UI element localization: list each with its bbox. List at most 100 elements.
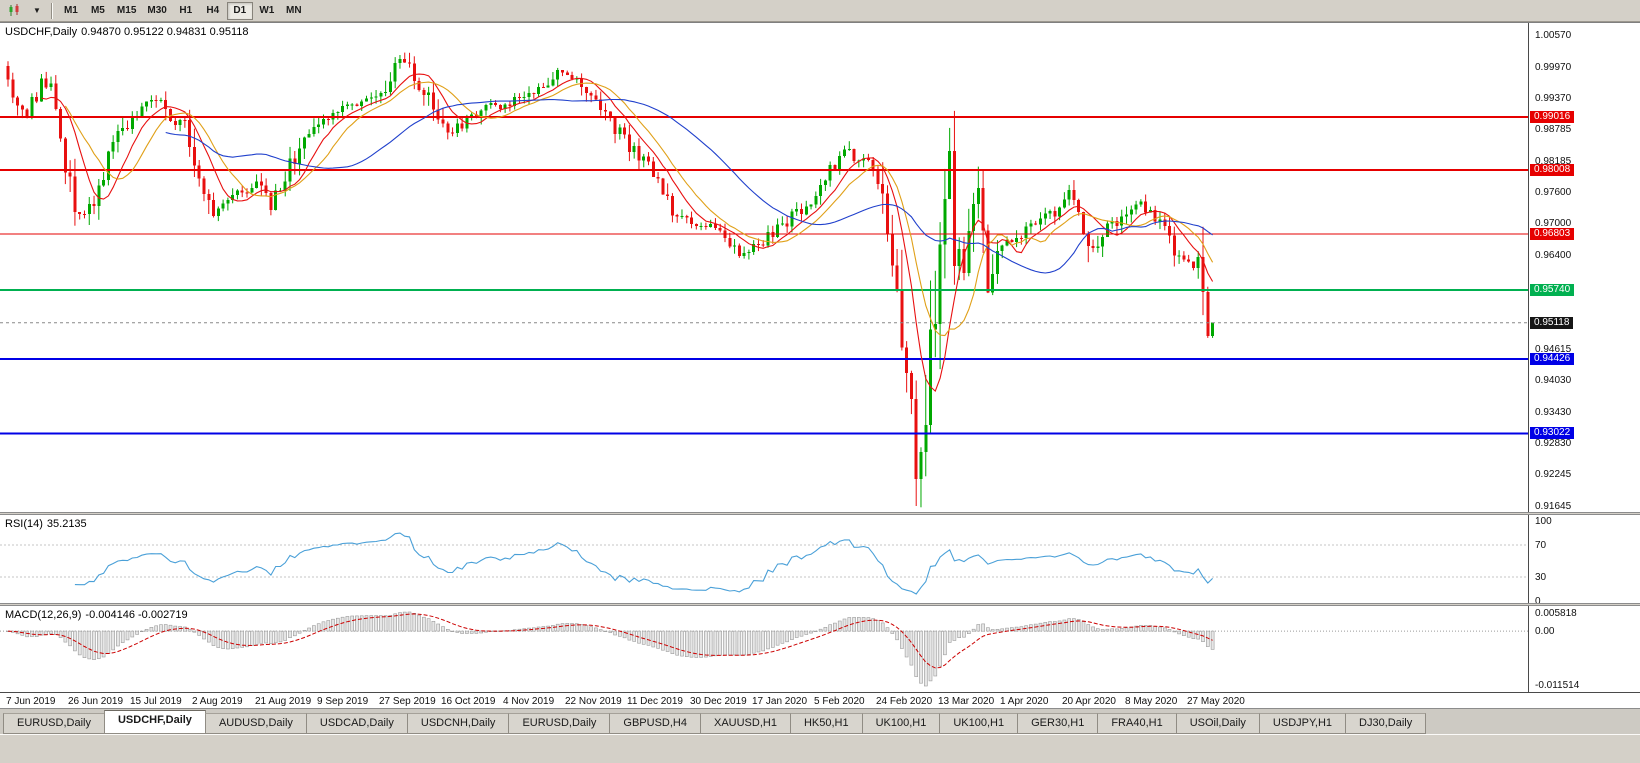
chart-tab-hk50-h1[interactable]: HK50,H1 [789, 713, 863, 734]
date-axis-label: 5 Feb 2020 [814, 696, 865, 707]
chart-tab-uk100-h1[interactable]: UK100,H1 [939, 713, 1019, 734]
chart-tab-usdcnh-daily[interactable]: USDCNH,Daily [406, 713, 510, 734]
axis-tick-label: 0 [1535, 596, 1541, 607]
price-level-tag: 0.98008 [1530, 164, 1575, 176]
axis-tick-label: 0.92830 [1535, 438, 1572, 449]
rsi-pane[interactable]: RSI(14) 35.2135 [0, 515, 1528, 603]
macd-header: MACD(12,26,9) -0.004146 -0.002719 [5, 609, 192, 621]
axis-tick-label: 0.91645 [1535, 501, 1572, 512]
price-level-tag: 0.95740 [1530, 284, 1575, 296]
chart-type-button[interactable] [3, 2, 27, 20]
price-axis[interactable]: 1.00570 0.99970 0.99370 0.98785 0.98185 0.976… [1528, 23, 1640, 692]
timeframe-button-m5[interactable]: M5 [85, 2, 111, 20]
axis-tick-label: 30 [1535, 572, 1547, 583]
price-level-tag: 0.96803 [1530, 228, 1575, 240]
date-axis-label: 1 Apr 2020 [1000, 696, 1049, 707]
date-axis-label: 17 Jan 2020 [752, 696, 808, 707]
chart-tab-gbpusd-h4[interactable]: GBPUSD,H4 [609, 713, 701, 734]
rsi-header: RSI(14) 35.2135 [5, 518, 91, 530]
axis-tick-label: 0.00 [1535, 626, 1555, 637]
chart-tab-ger30-h1[interactable]: GER30,H1 [1017, 713, 1099, 734]
timeframe-button-h1[interactable]: H1 [173, 2, 199, 20]
date-axis-label: 20 Apr 2020 [1062, 696, 1116, 707]
timeframe-button-m30[interactable]: M30 [142, 2, 171, 20]
axis-tick-label: 0.98185 [1535, 156, 1572, 167]
chart-header: USDCHF,Daily 0.94870 0.95122 0.94831 0.95… [5, 26, 253, 38]
status-bar [0, 734, 1640, 763]
date-axis[interactable]: 7 Jun 2019 26 Jun 2019 15 Jul 2019 2 Aug 20… [0, 692, 1640, 709]
macd-canvas[interactable] [0, 606, 1528, 692]
timeframe-button-mn[interactable]: MN [281, 2, 307, 20]
rsi-canvas[interactable] [0, 515, 1528, 603]
date-axis-label: 9 Sep 2019 [317, 696, 369, 707]
current-price-tag: 0.95118 [1530, 317, 1574, 329]
axis-tick-label: 0.98785 [1535, 124, 1572, 135]
date-axis-label: 7 Jun 2019 [6, 696, 56, 707]
timeframe-button-m15[interactable]: M15 [112, 2, 141, 20]
chart-tab-usdjpy-h1[interactable]: USDJPY,H1 [1258, 713, 1347, 734]
axis-tick-label: 0.97600 [1535, 187, 1572, 198]
chart-window: USDCHF,Daily 0.94870 0.95122 0.94831 0.95… [0, 22, 1640, 709]
axis-tick-label: 0.96400 [1535, 250, 1572, 261]
rsi-value: 35.2135 [46, 518, 87, 530]
timeframe-buttons: M1 M5 M15 M30 H1 H4 D1 W1 MN [58, 1, 307, 20]
axis-tick-label: 0.97000 [1535, 218, 1572, 229]
axis-tick-label: 1.00570 [1535, 30, 1572, 41]
pane-splitter[interactable] [0, 603, 1640, 606]
chart-tab-eurusd-daily[interactable]: EURUSD,Daily [508, 713, 611, 734]
price-level-tag: 0.93022 [1530, 427, 1575, 439]
chart-tab-usdchf-daily[interactable]: USDCHF,Daily [103, 710, 206, 734]
timeframe-button-d1[interactable]: D1 [226, 1, 253, 20]
chart-tab-xauusd-h1[interactable]: XAUUSD,H1 [699, 713, 791, 734]
candlestick-chart-icon [9, 4, 19, 16]
chart-tab-dj30-daily[interactable]: DJ30,Daily [1345, 713, 1427, 734]
axis-tick-label: 0.93430 [1535, 407, 1572, 418]
date-axis-label: 27 May 2020 [1187, 696, 1245, 707]
date-axis-label: 24 Feb 2020 [876, 696, 933, 707]
chart-tab-strip: EURUSD,Daily USDCHF,Daily AUDUSD,Daily USDC… [0, 708, 1640, 734]
timeframe-toolbar: ▼ M1 M5 M15 M30 H1 H4 D1 W1 MN [0, 0, 1640, 22]
timeframe-button-h4[interactable]: H4 [200, 2, 226, 20]
timeframe-button-m1[interactable]: M1 [58, 2, 84, 20]
main-chart-pane[interactable]: USDCHF,Daily 0.94870 0.95122 0.94831 0.95… [0, 23, 1528, 512]
chart-type-dropdown[interactable]: ▼ [28, 2, 46, 20]
axis-tick-label: 70 [1535, 540, 1547, 551]
price-level-tag: 0.94426 [1530, 353, 1575, 365]
date-axis-label: 11 Dec 2019 [627, 696, 683, 707]
price-level-tag: 0.99016 [1530, 111, 1575, 123]
date-axis-label: 30 Dec 2019 [690, 696, 747, 707]
date-axis-label: 22 Nov 2019 [565, 696, 622, 707]
date-axis-label: 27 Sep 2019 [379, 696, 436, 707]
price-chart-canvas[interactable] [0, 23, 1528, 512]
axis-tick-label: -0.011514 [1535, 680, 1580, 691]
chart-tab-audusd-daily[interactable]: AUDUSD,Daily [204, 713, 307, 734]
chart-symbol-period: USDCHF,Daily [5, 26, 78, 38]
pane-splitter[interactable] [0, 512, 1640, 515]
date-axis-label: 15 Jul 2019 [130, 696, 182, 707]
chart-tab-uk100-h1[interactable]: UK100,H1 [861, 713, 941, 734]
axis-tick-label: 0.99970 [1535, 62, 1572, 73]
axis-tick-label: 100 [1535, 516, 1552, 527]
axis-tick-label: 0.94615 [1535, 344, 1572, 355]
chart-tab-eurusd-daily[interactable]: EURUSD,Daily [3, 713, 105, 734]
axis-tick-label: 0.94030 [1535, 375, 1572, 386]
date-axis-label: 2 Aug 2019 [192, 696, 243, 707]
axis-tick-label: 0.99370 [1535, 93, 1572, 104]
toolbar-separator [50, 2, 53, 19]
chart-tab-usdcad-daily[interactable]: USDCAD,Daily [305, 713, 408, 734]
date-axis-label: 26 Jun 2019 [68, 696, 124, 707]
date-axis-label: 13 Mar 2020 [938, 696, 995, 707]
macd-values: -0.004146 -0.002719 [85, 609, 188, 621]
rsi-label: RSI(14) [5, 518, 43, 530]
macd-pane[interactable]: MACD(12,26,9) -0.004146 -0.002719 [0, 606, 1528, 692]
timeframe-button-w1[interactable]: W1 [254, 2, 280, 20]
axis-tick-label: 0.92245 [1535, 469, 1572, 480]
date-axis-label: 8 May 2020 [1125, 696, 1178, 707]
chart-tab-fra40-h1[interactable]: FRA40,H1 [1097, 713, 1177, 734]
chart-tab-usoil-daily[interactable]: USOil,Daily [1175, 713, 1260, 734]
date-axis-label: 4 Nov 2019 [503, 696, 555, 707]
chart-ohlc-values: 0.94870 0.95122 0.94831 0.95118 [81, 26, 249, 38]
axis-tick-label: 0.005818 [1535, 608, 1577, 619]
macd-label: MACD(12,26,9) [5, 609, 82, 621]
